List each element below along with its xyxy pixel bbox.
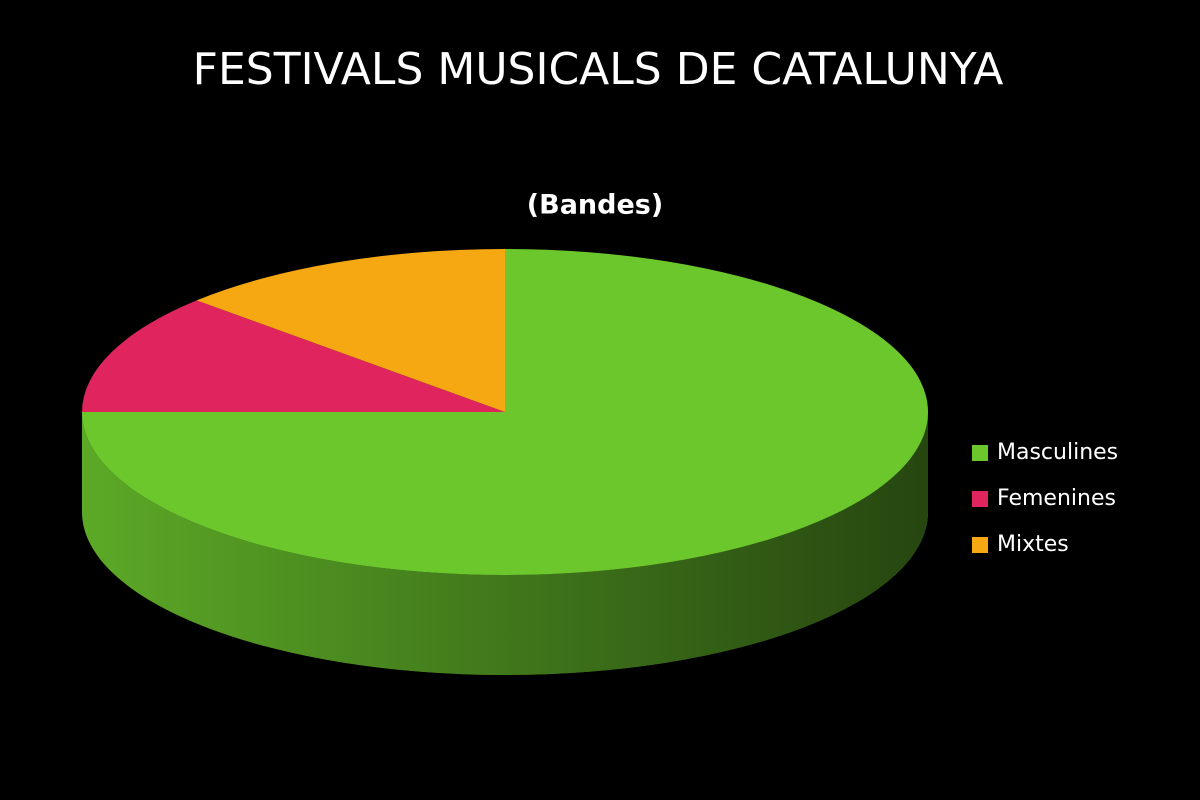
pie-sides bbox=[82, 412, 928, 675]
legend-label: Mixtes bbox=[997, 532, 1069, 557]
slice bbox=[196, 249, 505, 412]
chart-subtitle: (Bandes) bbox=[527, 190, 663, 221]
legend-swatch bbox=[972, 491, 988, 507]
legend: Masculines Femenines Mixtes bbox=[972, 440, 1118, 557]
chart-title: FESTIVALS MUSICALS DE CATALUNYA bbox=[193, 44, 1004, 95]
legend-swatch bbox=[972, 537, 988, 553]
legend-swatch bbox=[972, 445, 988, 461]
slice bbox=[82, 300, 505, 412]
legend-label: Femenines bbox=[997, 486, 1116, 511]
legend-label: Masculines bbox=[997, 440, 1118, 465]
side-shade bbox=[82, 412, 928, 675]
pie-tops bbox=[82, 249, 928, 575]
